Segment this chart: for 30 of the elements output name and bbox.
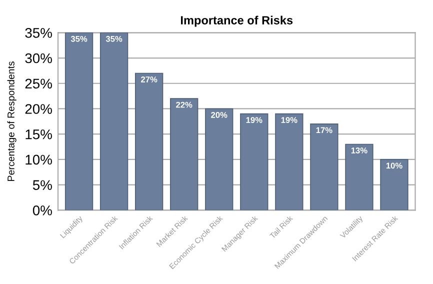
y-tick-label: 0%	[32, 205, 52, 216]
data-label: 10%	[386, 162, 402, 169]
data-label: 22%	[176, 102, 192, 108]
bar	[380, 159, 408, 210]
y-tick-label: 35%	[25, 28, 52, 38]
bar	[240, 113, 268, 210]
bar	[64, 32, 94, 210]
bar	[275, 113, 304, 210]
data-label: 17%	[316, 127, 332, 134]
y-tick-label: 20%	[25, 104, 52, 114]
data-label: 35%	[106, 36, 122, 42]
y-tick-label: 10%	[26, 154, 52, 165]
y-tick-label: 30%	[25, 53, 52, 64]
data-label: 35%	[70, 36, 88, 42]
data-label: 19%	[246, 117, 262, 123]
data-label: 19%	[281, 117, 298, 123]
bar	[310, 124, 338, 210]
bar	[135, 72, 164, 210]
data-label: 20%	[211, 112, 228, 118]
y-tick-label: 15%	[26, 129, 52, 140]
chart-title: Importance of Risks	[181, 16, 293, 27]
y-tick-label: 5%	[32, 180, 52, 190]
bar	[100, 32, 128, 210]
y-axis-title: Percentage of Respondents	[7, 61, 16, 181]
bar	[345, 144, 374, 210]
bar	[170, 98, 198, 210]
y-tick-label: 25%	[25, 78, 52, 89]
bar	[205, 108, 234, 210]
data-label: 27%	[141, 76, 158, 82]
data-label: 13%	[351, 147, 368, 154]
